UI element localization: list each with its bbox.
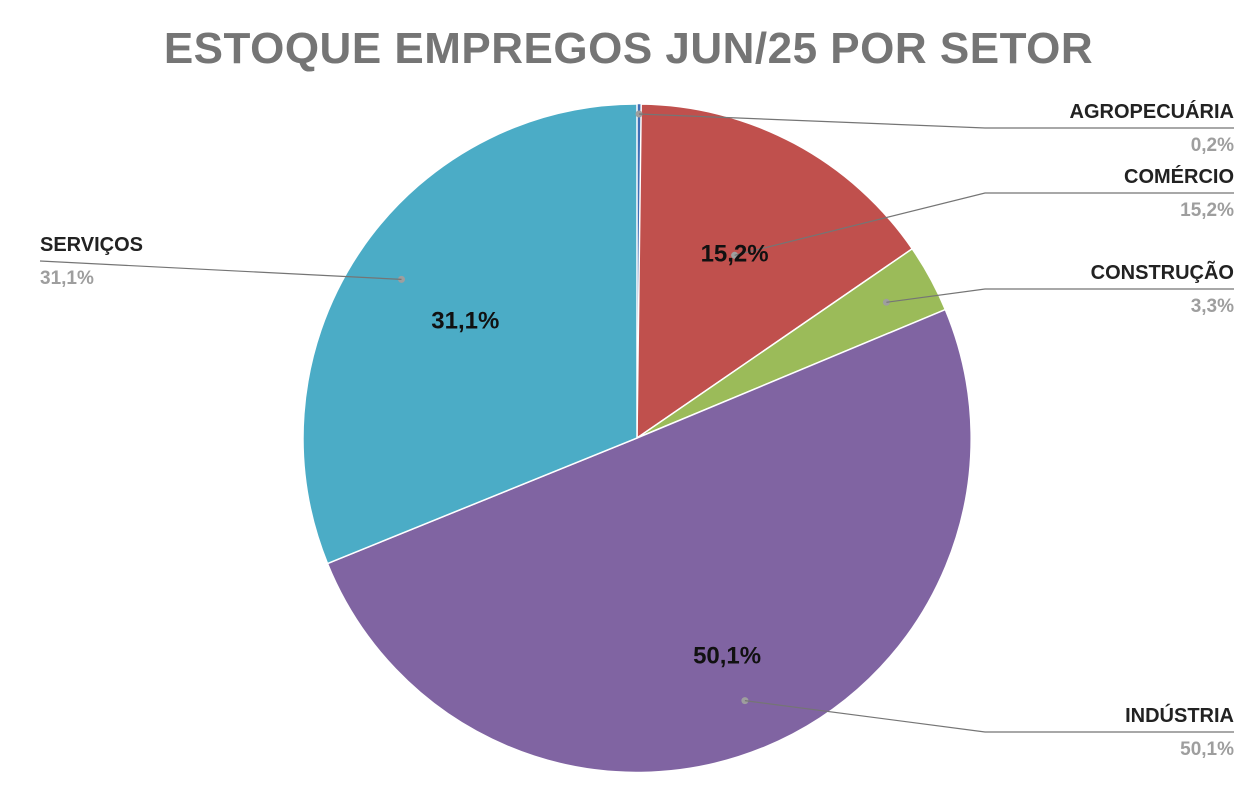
category-label-servicos: SERVIÇOS <box>40 234 143 256</box>
category-value-comercio: 15,2% <box>1180 200 1234 221</box>
category-label-industria: INDÚSTRIA <box>1125 703 1234 727</box>
pie-callouts: AGROPECUÁRIA 0,2% COMÉRCIO 15,2% CONSTRUÇÃO 3… <box>39 100 1234 760</box>
slice-inside-label-servicos: 31,1% <box>431 308 499 335</box>
slice-inside-label-comercio: 15,2% <box>701 241 769 268</box>
category-value-agropecuaria: 0,2% <box>1191 135 1234 156</box>
leader-line-construcao <box>886 288 1234 303</box>
category-label-comercio: COMÉRCIO <box>1124 165 1234 188</box>
pie-slices <box>302 103 972 774</box>
pie-slice-comercio <box>636 103 914 440</box>
category-label-agropecuaria: AGROPECUÁRIA <box>1070 100 1234 123</box>
slice-inside-label-industria: 50,1% <box>693 643 761 670</box>
category-value-construcao: 3,3% <box>1191 296 1234 317</box>
leader-line-industria <box>744 700 1234 733</box>
leader-line-comercio <box>734 192 1234 256</box>
leader-line-agropecuaria <box>638 113 1234 129</box>
category-value-servicos: 31,1% <box>40 268 94 289</box>
leader-line-servicos <box>39 260 402 280</box>
pie-slice-industria <box>326 308 972 774</box>
chart-title: ESTOQUE EMPREGOS JUN/25 POR SETOR <box>163 24 1094 73</box>
category-value-industria: 50,1% <box>1180 739 1234 760</box>
category-label-construcao: CONSTRUÇÃO <box>1091 261 1234 284</box>
pie-slice-servicos <box>302 103 638 565</box>
